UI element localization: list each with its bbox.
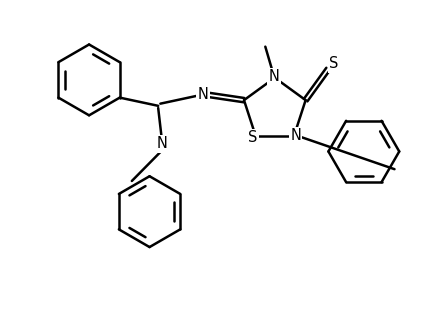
Text: N: N (197, 87, 208, 102)
Text: N: N (290, 128, 301, 143)
Text: S: S (249, 130, 258, 145)
Text: S: S (330, 56, 339, 71)
Text: N: N (156, 136, 167, 151)
Text: N: N (268, 69, 279, 84)
